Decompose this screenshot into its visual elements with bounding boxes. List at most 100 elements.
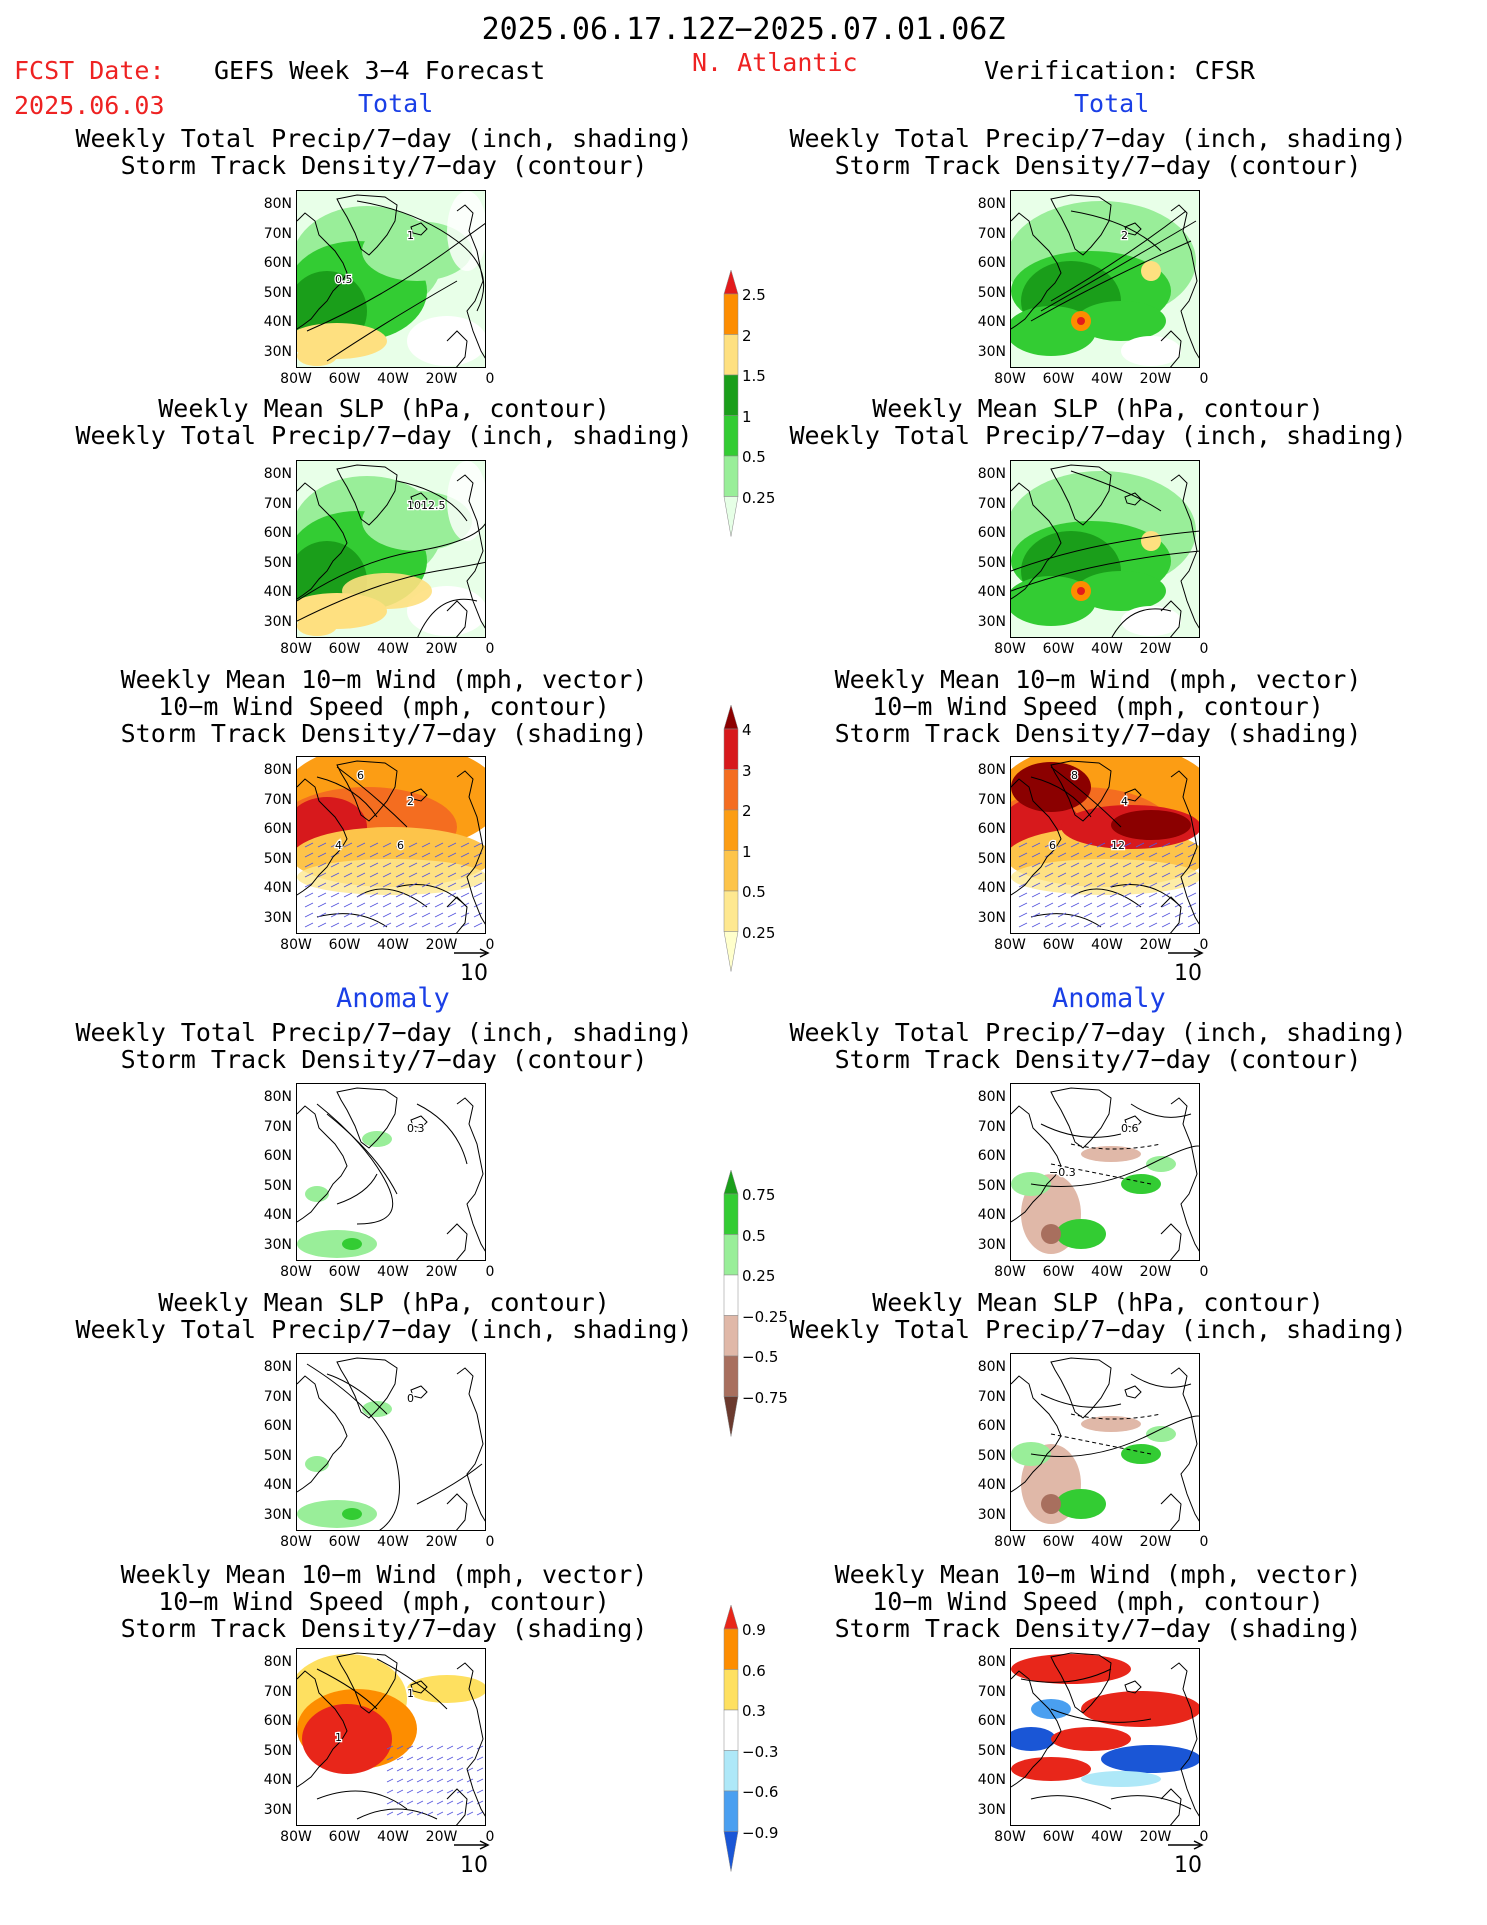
cfsr-total-precip-title-line: Storm Track Density/7−day (contour) [834, 151, 1362, 180]
fcst-total-slp-title-line: Weekly Total Precip/7−day (inch, shading… [75, 421, 693, 450]
shading [1011, 1084, 1199, 1260]
colorbar-label: 0.5 [742, 1226, 766, 1245]
fcst-total-precip-title: Weekly Total Precip/7−day (inch, shading… [24, 125, 744, 179]
colorbar-label: 2 [742, 326, 752, 345]
lat-tick: 60N [263, 1713, 292, 1729]
section-anomaly-right: Anomaly [1052, 983, 1166, 1014]
lat-tick: 40N [977, 880, 1006, 896]
lon-tick: 40W [377, 1264, 409, 1280]
fcst-anom-precip-title-line: Storm Track Density/7−day (contour) [120, 1045, 648, 1074]
colorbar-label: −0.75 [742, 1388, 788, 1407]
shading [1011, 1354, 1199, 1530]
lat-tick: 40N [977, 1207, 1006, 1223]
lat-tick: 40N [263, 314, 292, 330]
lat-tick: 70N [977, 1118, 1006, 1135]
lat-tick: 80N [977, 1359, 1006, 1375]
cfsr-total-wind-map-svg: 4 6 8 12 [1011, 757, 1199, 933]
cfsr-total-precip-title-line: Weekly Total Precip/7−day (inch, shading… [789, 124, 1407, 153]
lon-tick: 60W [328, 1534, 361, 1550]
colorbar-label: 1 [742, 407, 752, 426]
shading [297, 1649, 485, 1825]
lon-tick: 20W [425, 1264, 458, 1280]
cfsr-total-slp-title-line: Weekly Mean SLP (hPa, contour) [872, 394, 1324, 423]
lon-tick: 0 [1199, 937, 1209, 953]
lon-tick: 0 [485, 1264, 495, 1280]
cfsr-total-precip-map-svg: 2 [1011, 191, 1199, 367]
coastline [297, 760, 485, 933]
shading [1011, 461, 1199, 637]
lat-tick: 60N [263, 525, 292, 541]
lon-tick: 0 [1199, 1534, 1209, 1550]
lat-tick: 30N [977, 613, 1006, 630]
fcst-total-slp-title-line: Weekly Mean SLP (hPa, contour) [158, 394, 610, 423]
colorbar-label: 2 [742, 802, 752, 820]
fcst-date: 2025.06.03 [14, 91, 165, 120]
colorbar-label: 1 [742, 842, 752, 861]
lat-tick: 40N [977, 1477, 1006, 1493]
lat-tick: 80N [977, 1654, 1006, 1670]
lat-tick: 30N [977, 343, 1006, 360]
contours [1011, 470, 1199, 637]
lat-tick: 30N [263, 909, 292, 926]
colorbar-label: 1.5 [742, 367, 766, 385]
lat-tick: 60N [977, 1148, 1006, 1164]
lat-tick: 40N [263, 1207, 292, 1223]
fcst-total-wind-title-line: Weekly Mean 10−m Wind (mph, vector) [120, 665, 648, 694]
lat-tick: 30N [977, 1801, 1006, 1818]
lon-tick: 80W [280, 1829, 312, 1845]
colorbar-label: −0.25 [742, 1307, 788, 1326]
fcst-anom-wind-title-line: 10−m Wind Speed (mph, contour) [158, 1587, 610, 1616]
cfsr-total-wind-title-line: Weekly Mean 10−m Wind (mph, vector) [834, 665, 1362, 694]
coastline [1011, 1652, 1199, 1825]
colorbar-label: −0.3 [742, 1742, 779, 1761]
cfsr-total-precip-title: Weekly Total Precip/7−day (inch, shading… [738, 125, 1458, 179]
contour-label: 1 [335, 1731, 342, 1744]
cfsr-anom-slp-title-line: Weekly Total Precip/7−day (inch, shading… [789, 1315, 1407, 1344]
lat-tick: 50N [263, 1447, 292, 1464]
colorbar-label: 4 [742, 721, 752, 739]
colorbar-seg [723, 415, 739, 457]
wind-vectors [1018, 842, 1197, 928]
contour-label: 0 [407, 1392, 414, 1405]
colorbar-total_storm [723, 704, 739, 972]
lon-tick: 0 [485, 937, 495, 953]
colorbar-seg [723, 374, 739, 416]
fcst-anom-wind-map-svg: 11 [297, 1649, 485, 1825]
lon-tick: 0 [1199, 1264, 1209, 1280]
lat-tick: 80N [263, 1089, 292, 1105]
lon-tick: 20W [425, 1534, 458, 1550]
lon-tick: 20W [1139, 641, 1172, 657]
contour-label: 4 [1121, 795, 1128, 808]
fcst-anom-slp-title-line: Weekly Mean SLP (hPa, contour) [158, 1288, 610, 1317]
contours [1030, 1103, 1199, 1187]
contours [316, 1658, 448, 1820]
colorbar-label: −0.6 [742, 1783, 779, 1801]
lat-tick: 60N [263, 255, 292, 271]
colorbar-seg [723, 890, 739, 932]
lon-tick: 0 [485, 371, 495, 387]
fcst-total-wind-title-line: 10−m Wind Speed (mph, contour) [158, 692, 610, 721]
cfsr-anom-precip-title: Weekly Total Precip/7−day (inch, shading… [738, 1019, 1458, 1073]
fcst-total-wind-map-svg: 2 4 6 6 [297, 757, 485, 933]
lon-tick: 40W [377, 641, 409, 657]
fcst-total-slp-map: 1012.5 [296, 460, 486, 638]
colorbar-label: 0.6 [742, 1661, 766, 1680]
colorbar-seg [723, 931, 739, 972]
lat-tick: 60N [977, 255, 1006, 271]
lat-tick: 80N [977, 466, 1006, 482]
colorbar-label: 0.5 [742, 448, 766, 466]
lat-tick: 40N [977, 584, 1006, 600]
lon-tick: 40W [1091, 1264, 1123, 1280]
fcst-total-precip-map: 1 0.5 [296, 190, 486, 368]
colorbar-label: 0.3 [742, 1702, 766, 1720]
lon-tick: 40W [377, 1534, 409, 1550]
cfsr-total-slp-title-line: Weekly Total Precip/7−day (inch, shading… [789, 421, 1407, 450]
lon-tick: 40W [1091, 1534, 1123, 1550]
fcst-anom-precip-title-line: Weekly Total Precip/7−day (inch, shading… [75, 1018, 693, 1047]
cfsr-total-precip-map: 2 [1010, 190, 1200, 368]
contours [316, 1103, 468, 1225]
colorbar-total_precip [723, 269, 739, 537]
contour-label: 6 [397, 839, 404, 852]
cfsr-anom-wind-title-line: Storm Track Density/7−day (shading) [834, 1614, 1362, 1643]
